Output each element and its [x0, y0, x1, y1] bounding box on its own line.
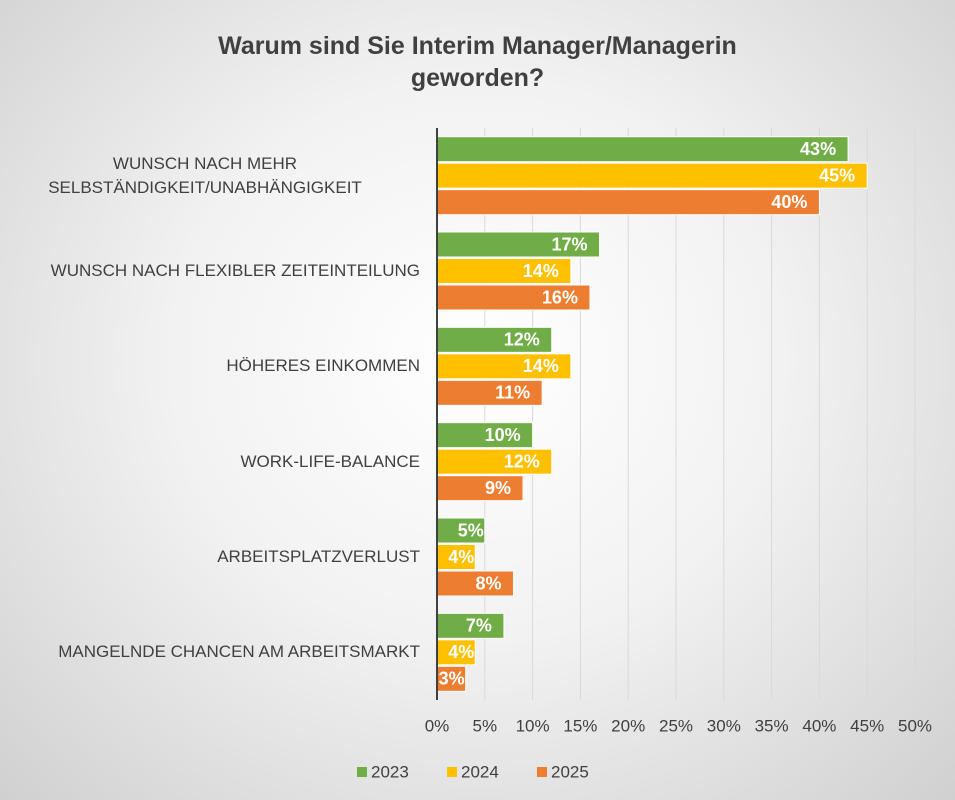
- data-label: 7%: [466, 616, 492, 636]
- data-label: 8%: [475, 573, 501, 593]
- legend-label: 2023: [371, 762, 409, 781]
- bar: [436, 379, 543, 406]
- category-label: MANGELNDE CHANCEN AM ARBEITSMARKT: [0, 640, 420, 664]
- category-text: MANGELNDE CHANCEN AM ARBEITSMARKT: [58, 642, 420, 662]
- bar: [436, 136, 849, 163]
- data-label: 43%: [800, 139, 836, 159]
- legend-label: 2024: [461, 762, 499, 781]
- bar: [436, 517, 486, 544]
- bar: [436, 326, 553, 353]
- data-label: 12%: [504, 451, 540, 471]
- x-tick-label: 25%: [659, 716, 693, 735]
- x-tick-label: 10%: [516, 716, 550, 735]
- bar: [436, 665, 467, 692]
- legend-swatch: [357, 767, 367, 777]
- bar: [436, 570, 514, 597]
- data-label: 4%: [448, 547, 474, 567]
- x-tick-label: 50%: [898, 716, 932, 735]
- category-text: WORK-LIFE-BALANCE: [240, 451, 420, 471]
- bar: [436, 162, 868, 189]
- category-label: WUNSCH NACH MEHR SELBSTÄNDIGKEIT/UNABHÄN…: [0, 152, 420, 200]
- bar: [436, 353, 572, 380]
- x-tick-label: 35%: [755, 716, 789, 735]
- data-label: 14%: [523, 356, 559, 376]
- data-label: 9%: [485, 478, 511, 498]
- x-tick-label: 20%: [611, 716, 645, 735]
- bar: [436, 475, 524, 502]
- category-label: WUNSCH NACH FLEXIBLER ZEITEINTEILUNG: [0, 259, 420, 283]
- bar: [436, 422, 534, 449]
- data-label: 5%: [458, 520, 484, 540]
- data-label: 10%: [485, 425, 521, 445]
- data-label: 40%: [771, 192, 807, 212]
- data-label: 16%: [542, 287, 578, 307]
- data-label: 4%: [448, 642, 474, 662]
- category-text: WUNSCH NACH FLEXIBLER ZEITEINTEILUNG: [50, 261, 420, 280]
- chart-title: Warum sind Sie Interim Manager/Managerin…: [218, 32, 737, 92]
- data-label: 11%: [495, 383, 530, 403]
- x-tick-label: 40%: [802, 716, 836, 735]
- data-label: 45%: [819, 165, 855, 185]
- legend-swatch: [447, 767, 457, 777]
- data-label: 12%: [504, 330, 540, 350]
- bar: [436, 639, 476, 666]
- category-label: HÖHERES EINKOMMEN: [0, 354, 420, 378]
- x-tick-label: 15%: [563, 716, 597, 735]
- data-label: 3%: [439, 669, 465, 689]
- category-text: WUNSCH NACH MEHR SELBSTÄNDIGKEIT/UNABHÄN…: [48, 153, 362, 197]
- bar: [436, 189, 820, 216]
- x-tick-label: 30%: [707, 716, 741, 735]
- legend-label: 2025: [551, 762, 589, 781]
- category-text: ARBEITSPLATZVERLUST: [217, 547, 420, 566]
- data-label: 14%: [523, 261, 559, 281]
- bar: [436, 258, 572, 284]
- x-tick-label: 45%: [850, 716, 884, 735]
- x-tick-label: 5%: [473, 716, 498, 735]
- bar: [436, 612, 505, 639]
- category-label: ARBEITSPLATZVERLUST: [0, 545, 420, 569]
- category-text: HÖHERES EINKOMMEN: [226, 356, 420, 376]
- category-label: WORK-LIFE-BALANCE: [0, 450, 420, 474]
- legend-swatch: [537, 767, 547, 777]
- bar: [436, 231, 601, 258]
- data-label: 17%: [551, 234, 587, 254]
- x-tick-label: 0%: [425, 716, 450, 735]
